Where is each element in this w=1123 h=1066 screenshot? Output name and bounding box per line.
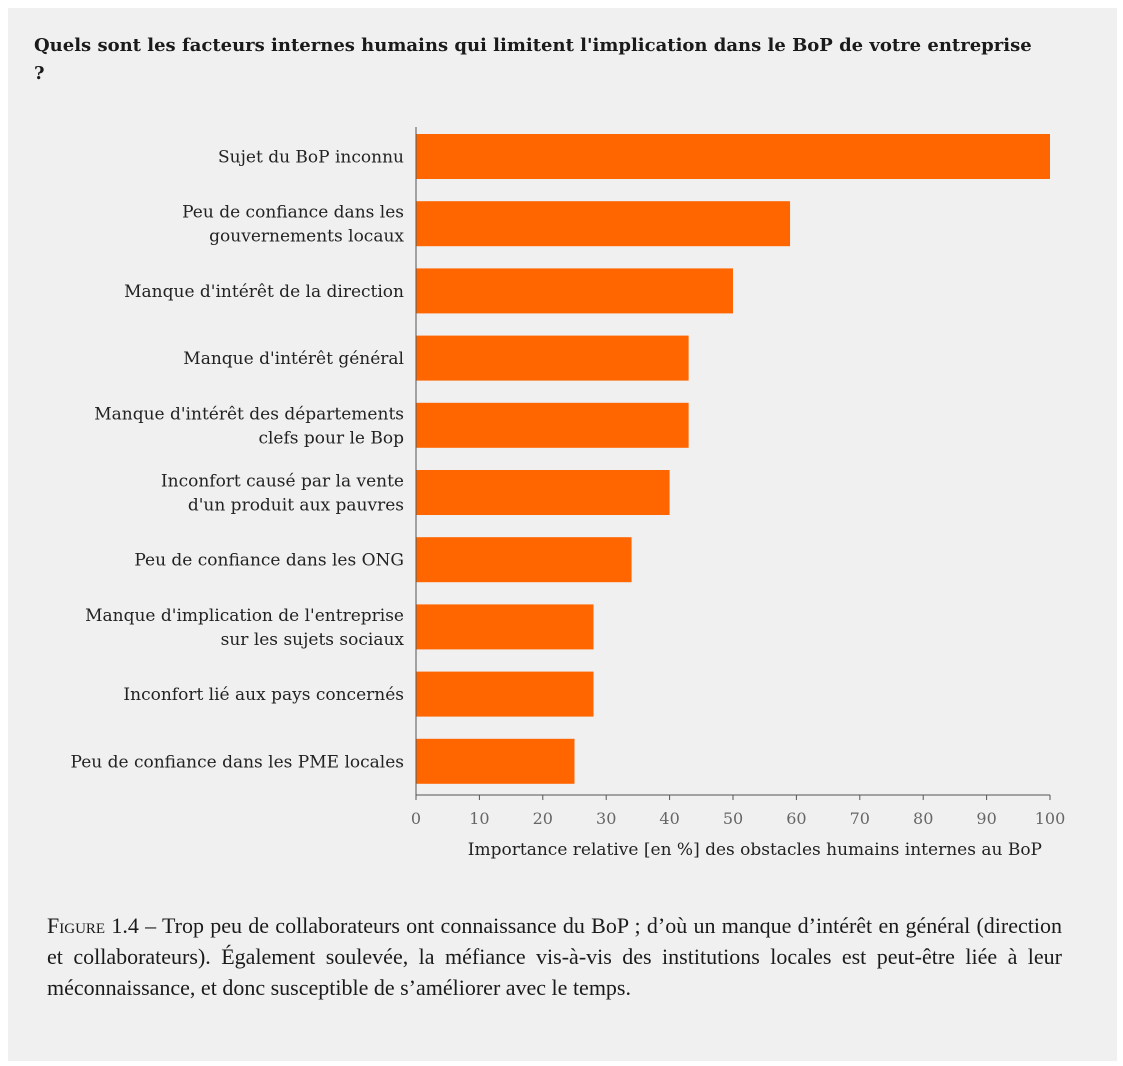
x-tick-label: 60 [786,809,806,828]
category-label: Inconfort causé par la vente [161,472,404,492]
bar [416,537,632,583]
bar-chart: Sujet du BoP inconnu Peu de confiance dan… [71,127,1066,860]
category-label: Manque d'intérêt de la direction [124,282,404,302]
category-label: Manque d'intérêt des départements [94,404,404,424]
x-tick-label: 40 [659,809,679,828]
category-label: Peu de confiance dans les ONG [134,551,404,571]
figure-caption: Figure 1.4 – Trop peu de collaborateurs … [47,910,1062,1003]
bar [416,402,689,448]
x-tick-label: 80 [913,809,933,828]
category-label: Manque d'intérêt général [183,349,404,369]
x-tick-label: 30 [596,809,616,828]
category-label: sur les sujets sociaux [221,630,405,650]
category-label: gouvernements locaux [209,227,404,247]
bar [416,671,594,717]
x-tick-label: 70 [850,809,870,828]
category-label: clefs pour le Bop [258,428,404,448]
category-label: Manque d'implication de l'entreprise [85,606,404,626]
caption-dash: – [138,913,162,938]
bar [416,201,791,247]
x-tick-label: 10 [469,809,489,828]
bar [416,470,670,515]
x-axis-label: Importance relative [en %] des obstacles… [468,840,1042,860]
figure-panel [8,8,1117,1061]
bar [416,134,1050,179]
bar [416,335,689,381]
category-label: Peu de confiance dans les [182,203,404,223]
chart-title: Quels sont les facteurs internes humains… [34,35,1032,84]
bar [416,604,594,650]
x-tick-label: 50 [723,809,743,828]
figure-label: Figure 1.4 [47,913,139,938]
category-label: Peu de confiance dans les PME locales [71,752,404,772]
x-tick-label: 100 [1035,809,1066,828]
bar [416,738,575,784]
category-label: d'un produit aux pauvres [188,496,404,516]
category-label: Sujet du BoP inconnu [218,148,404,168]
x-tick-label: 20 [533,809,553,828]
bar [416,268,733,314]
x-tick-label: 90 [976,809,996,828]
caption-text: Trop peu de collaborateurs ont connaissa… [47,913,1062,1000]
category-label: Inconfort lié aux pays concernés [123,685,404,705]
x-tick-label: 0 [411,809,421,828]
